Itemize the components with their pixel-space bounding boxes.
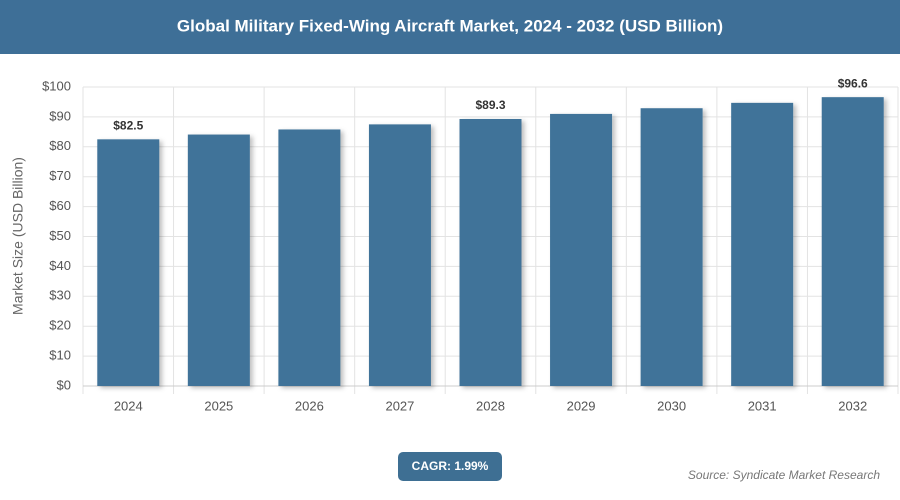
y-tick-label: $20	[49, 318, 71, 333]
x-tick-label: 2029	[567, 398, 596, 413]
y-tick-label: $80	[49, 138, 71, 153]
y-tick-label: $100	[42, 78, 71, 93]
y-tick-label: $30	[49, 288, 71, 303]
y-tick-label: $10	[49, 348, 71, 363]
bar	[97, 139, 160, 386]
bar	[187, 134, 250, 386]
cagr-badge	[398, 452, 502, 481]
value-label: $96.6	[838, 76, 868, 90]
y-tick-label: $40	[49, 258, 71, 273]
source-text: Source: Syndicate Market Research	[688, 468, 880, 482]
value-label: $82.5	[113, 118, 143, 132]
y-tick-label: $70	[49, 168, 71, 183]
bar	[821, 97, 884, 386]
bar	[459, 118, 522, 387]
chart-title: Global Military Fixed-Wing Aircraft Mark…	[177, 16, 723, 35]
bar	[640, 108, 703, 386]
x-tick-label: 2028	[476, 398, 505, 413]
y-tick-label: $50	[49, 228, 71, 243]
x-tick-label: 2031	[748, 398, 777, 413]
x-tick-label: 2025	[204, 398, 233, 413]
x-tick-label: 2030	[657, 398, 686, 413]
cagr-text: CAGR: 1.99%	[412, 459, 489, 473]
value-label: $89.3	[475, 98, 505, 112]
x-tick-label: 2027	[385, 398, 414, 413]
y-tick-label: $90	[49, 108, 71, 123]
y-axis-label: Market Size (USD Billion)	[10, 157, 26, 315]
y-tick-label: $0	[57, 377, 71, 392]
bar	[731, 102, 794, 387]
bar	[550, 113, 613, 386]
header-band	[0, 0, 900, 54]
bar	[278, 129, 341, 386]
y-tick-label: $60	[49, 198, 71, 213]
x-tick-label: 2032	[838, 398, 867, 413]
x-tick-label: 2024	[114, 398, 143, 413]
bar	[368, 124, 431, 386]
x-tick-label: 2026	[295, 398, 324, 413]
